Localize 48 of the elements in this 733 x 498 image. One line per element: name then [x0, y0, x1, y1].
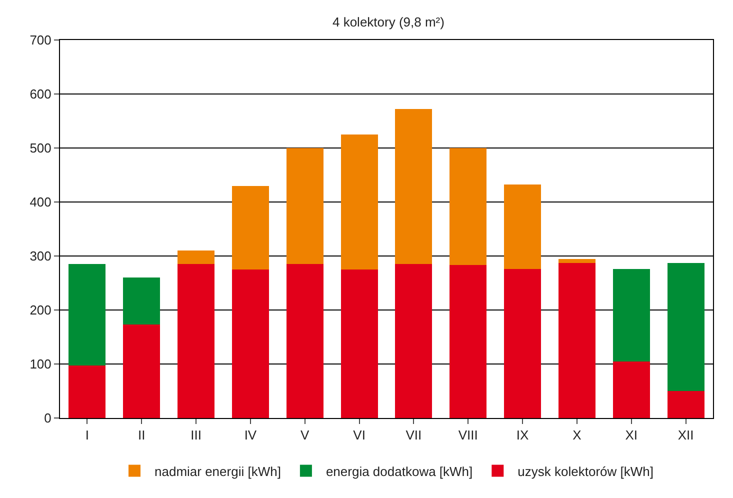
bar: [395, 109, 432, 264]
x-tick-label: XI: [625, 428, 638, 443]
bar: [232, 186, 269, 270]
x-tick-label: I: [85, 428, 90, 443]
bar: [558, 263, 596, 418]
bar: [612, 361, 650, 418]
y-tick-label: 600: [30, 86, 52, 102]
bar: [340, 270, 378, 418]
bar: [667, 391, 704, 418]
y-tick-label: 100: [30, 356, 52, 372]
bar: [667, 263, 704, 391]
x-tick-label: VII: [406, 428, 422, 443]
bar: [68, 366, 106, 418]
x-tick-label: II: [138, 428, 146, 443]
bar: [340, 134, 378, 270]
bar: [68, 264, 106, 366]
x-tick-label: V: [300, 428, 310, 443]
bar: [286, 264, 324, 418]
bar: [178, 250, 215, 264]
y-tick-label: 200: [30, 302, 52, 318]
bar: [504, 184, 542, 269]
bar: [178, 264, 215, 418]
bar: [123, 324, 160, 418]
legend-label: energia dodatkowa [kWh]: [326, 464, 473, 479]
y-tick-label: 700: [30, 32, 52, 48]
y-tick-label: 300: [30, 248, 52, 264]
bar: [450, 265, 487, 418]
bar: [286, 148, 324, 264]
bar: [395, 264, 432, 418]
x-tick-label: VIII: [458, 428, 478, 443]
y-tick-label: 0: [44, 410, 52, 426]
bar: [504, 268, 542, 418]
x-tick-label: IV: [244, 428, 257, 443]
legend-label: nadmiar energii [kWh]: [154, 464, 281, 479]
x-tick-label: XII: [678, 428, 694, 443]
y-tick-label: 400: [30, 194, 52, 210]
x-tick-label: X: [572, 428, 582, 443]
bar: [558, 259, 596, 264]
x-tick-label: IX: [516, 428, 530, 443]
bar: [612, 268, 650, 362]
legend-label: uzysk kolektorów [kWh]: [518, 464, 654, 479]
bar: [232, 270, 269, 418]
bar: [450, 148, 487, 266]
x-tick-label: III: [190, 428, 202, 443]
x-tick-label: VI: [353, 428, 366, 443]
bar: [123, 278, 160, 325]
chart-title: 4 kolektory (9,8 m²): [332, 14, 444, 30]
y-tick-label: 500: [30, 140, 52, 156]
